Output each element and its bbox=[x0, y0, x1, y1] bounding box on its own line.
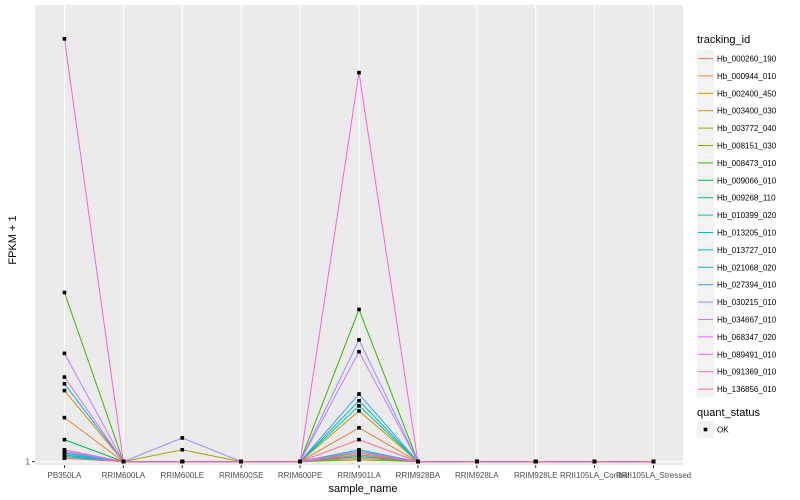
data-point bbox=[62, 456, 67, 461]
legend-label: Hb_030215_010 bbox=[717, 298, 777, 307]
data-point bbox=[357, 437, 361, 442]
data-point bbox=[62, 388, 67, 393]
legend-label: Hb_091369_010 bbox=[717, 368, 777, 377]
data-point bbox=[180, 436, 185, 440]
x-tick-label: RRII105LA_Stressed bbox=[616, 471, 691, 480]
legend-label: Hb_003772_040 bbox=[717, 124, 777, 133]
x-tick-label: RRII105LA_Control bbox=[560, 471, 630, 480]
data-point bbox=[239, 459, 243, 464]
data-point bbox=[357, 409, 361, 413]
data-point bbox=[62, 447, 67, 452]
data-point bbox=[62, 437, 67, 442]
data-point bbox=[357, 392, 361, 396]
legend-label: Hb_000944_010 bbox=[717, 72, 777, 81]
legend-label: Hb_136856_010 bbox=[717, 385, 777, 394]
data-point bbox=[62, 37, 67, 41]
x-axis-ticks: PB350LA RRIM600LA RRIM600LE RRIM600SE RRIM60… bbox=[48, 465, 691, 480]
legend-label: Hb_068347_020 bbox=[717, 333, 777, 342]
data-point bbox=[357, 70, 361, 75]
data-point bbox=[357, 449, 361, 454]
data-point bbox=[357, 338, 361, 342]
legend-label: Hb_002400_450 bbox=[717, 89, 777, 98]
legend2-title: quant_status bbox=[697, 407, 760, 419]
legend-label: Hb_000260_190 bbox=[717, 55, 777, 64]
legend-title: tracking_id bbox=[697, 34, 750, 46]
x-tick-label: RRIM600LE bbox=[160, 471, 204, 480]
x-tick-label: RRIM928LE bbox=[514, 471, 558, 480]
x-tick-label: RRIM928BA bbox=[396, 471, 441, 480]
data-point bbox=[180, 447, 185, 452]
legend2-swatch bbox=[703, 427, 708, 432]
y-tick-label: 1 bbox=[26, 458, 31, 467]
data-point bbox=[62, 375, 67, 379]
data-point bbox=[651, 459, 656, 464]
data-point bbox=[357, 458, 361, 462]
x-tick-label: RRIM600PE bbox=[278, 471, 322, 480]
y-axis-ticks: 1 bbox=[26, 458, 35, 467]
legend-label: Hb_027394_010 bbox=[717, 281, 777, 290]
data-point bbox=[533, 459, 538, 464]
data-point bbox=[62, 415, 67, 420]
data-points bbox=[62, 37, 656, 464]
data-point bbox=[357, 398, 361, 403]
data-point bbox=[357, 425, 361, 430]
data-point bbox=[62, 290, 67, 295]
data-point bbox=[592, 459, 597, 464]
legend-label: Hb_009268_110 bbox=[717, 194, 776, 203]
data-point bbox=[357, 453, 361, 457]
x-tick-label: RRIM600LA bbox=[102, 471, 146, 480]
data-point bbox=[298, 459, 302, 464]
legend-label: Hb_021068_020 bbox=[717, 263, 777, 272]
data-point bbox=[62, 351, 67, 356]
y-axis-title: FPKM + 1 bbox=[7, 215, 19, 264]
x-tick-label: RRIM901LA bbox=[337, 471, 381, 480]
legend-label: Hb_003400_030 bbox=[717, 107, 777, 116]
legend-label: Hb_013727_010 bbox=[717, 246, 777, 255]
x-axis-title: sample_name bbox=[328, 483, 397, 495]
legend-label: Hb_010399_020 bbox=[717, 211, 777, 220]
legend-label: Hb_009066_010 bbox=[717, 176, 777, 185]
legend-label: Hb_013205_010 bbox=[717, 229, 777, 238]
data-point bbox=[357, 349, 361, 354]
data-point bbox=[121, 459, 126, 464]
data-point bbox=[62, 382, 67, 386]
data-point bbox=[180, 459, 185, 464]
legend-label: Hb_089491_010 bbox=[717, 350, 777, 359]
data-point bbox=[357, 404, 361, 408]
x-tick-label: PB350LA bbox=[48, 471, 82, 480]
data-point bbox=[475, 459, 479, 464]
data-point bbox=[357, 307, 361, 312]
legend2-label: OK bbox=[717, 426, 729, 435]
x-tick-label: RRIM600SE bbox=[219, 471, 263, 480]
legend-quant-status: quant_status OK bbox=[697, 407, 760, 438]
x-tick-label: RRIM928LA bbox=[455, 471, 499, 480]
legend-label: Hb_008473_010 bbox=[717, 159, 777, 168]
legend-label: Hb_008151_030 bbox=[717, 142, 777, 151]
legend-label: Hb_034667_010 bbox=[717, 316, 777, 325]
data-point bbox=[416, 459, 420, 464]
legend-tracking-id: tracking_id Hb_000260_190 Hb_000944_010 Hb… bbox=[697, 34, 777, 398]
